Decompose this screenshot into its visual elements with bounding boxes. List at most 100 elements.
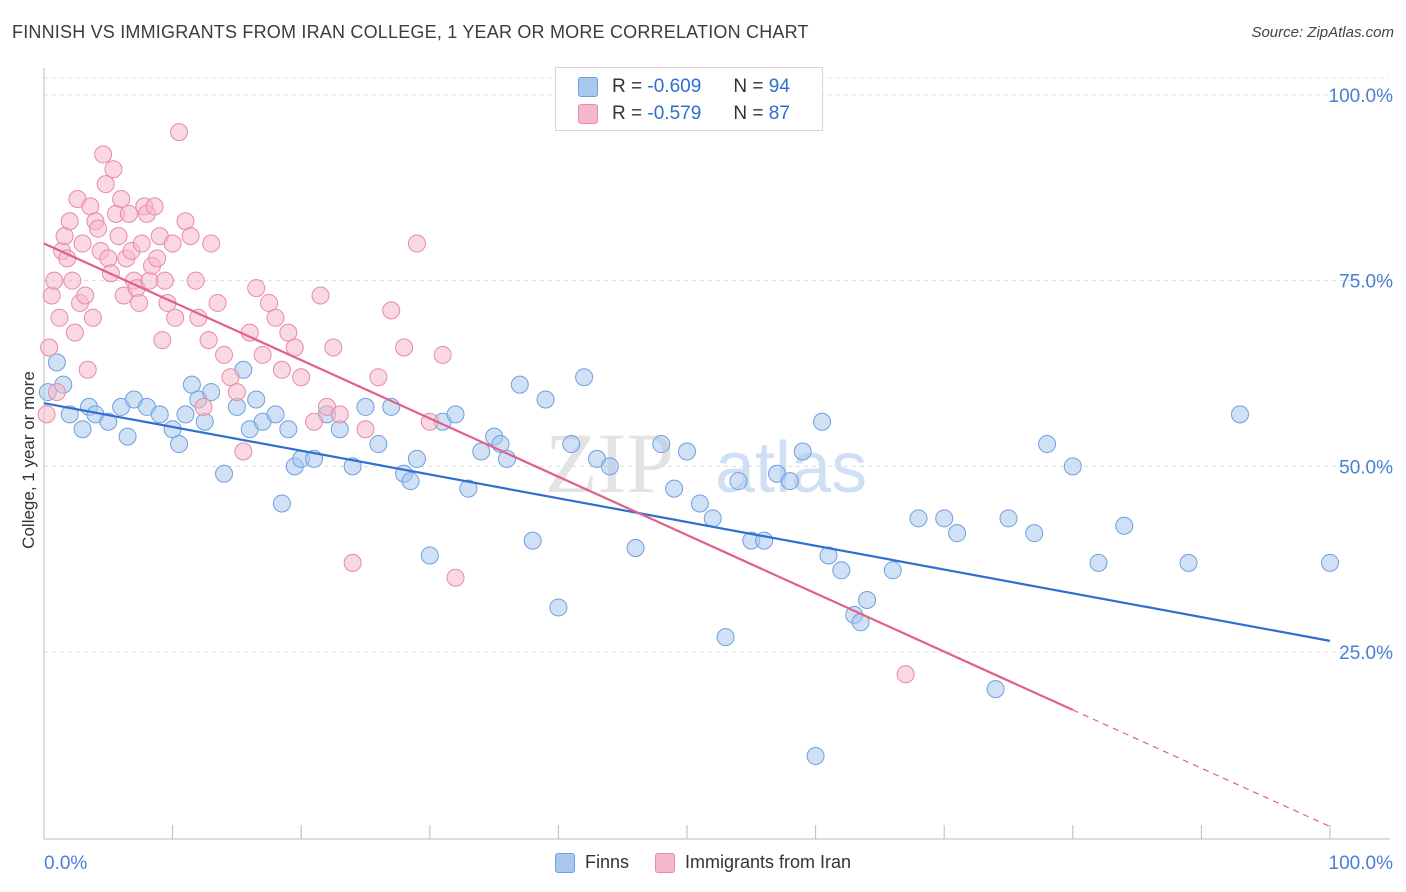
finns-point — [806, 746, 825, 765]
finns-point — [60, 405, 79, 424]
iran-point — [202, 234, 221, 253]
finns-points — [38, 353, 1339, 765]
iran-point — [153, 331, 172, 350]
trend-lines — [43, 242, 1331, 828]
iran-point — [60, 212, 79, 231]
iran-point — [260, 293, 279, 312]
finns-point — [1230, 405, 1249, 424]
iran-point — [199, 331, 218, 350]
iran-point — [47, 383, 66, 402]
x-tick-label: 100.0% — [1329, 853, 1394, 874]
finns-point — [986, 680, 1005, 699]
finns-point — [279, 420, 298, 439]
finns-point — [472, 442, 491, 461]
r-value: -0.579 — [647, 103, 702, 124]
finns-point — [202, 383, 221, 402]
finns-point — [600, 457, 619, 476]
finns-point — [420, 546, 439, 565]
finns-point — [170, 435, 189, 454]
finns-point — [272, 494, 291, 513]
finns-point — [858, 591, 877, 610]
iran-point — [83, 308, 102, 327]
finns-point — [182, 375, 201, 394]
iran-point — [109, 227, 128, 246]
iran-point — [170, 123, 189, 142]
finns-point — [247, 390, 266, 409]
iran-point — [253, 345, 272, 364]
finns-point — [999, 509, 1018, 528]
finns-point — [401, 472, 420, 491]
iran-point — [285, 338, 304, 357]
iran-point — [50, 308, 69, 327]
y-tick-label: 25.0% — [1339, 643, 1393, 664]
y-tick-label: 75.0% — [1339, 272, 1393, 293]
r-label: R = — [612, 76, 643, 97]
iran-point — [215, 345, 234, 364]
finns-point — [703, 509, 722, 528]
finns-point — [549, 598, 568, 617]
finns-point — [832, 561, 851, 580]
n-value: 87 — [768, 103, 790, 124]
chart-source: Source: ZipAtlas.com — [1251, 24, 1394, 41]
finns-point — [716, 628, 735, 647]
finns-point — [99, 412, 118, 431]
n-label: N = — [733, 103, 764, 124]
r-label: R = — [612, 103, 643, 124]
finns-point — [1179, 553, 1198, 572]
series-legend: Finns Immigrants from Iran — [555, 852, 877, 873]
x-tick-label: 0.0% — [44, 853, 87, 874]
finns-point — [665, 479, 684, 498]
iran-point — [73, 234, 92, 253]
finns-point — [1115, 516, 1134, 535]
finns-trend-line — [43, 402, 1331, 642]
legend-item-finns[interactable]: Finns — [555, 852, 629, 873]
finns-point — [266, 405, 285, 424]
finns-point — [407, 449, 426, 468]
stats-row-finns: R = -0.609 N = 94 — [578, 75, 790, 99]
iran-point — [166, 308, 185, 327]
iran-point — [311, 286, 330, 305]
stats-row-iran: R = -0.579 N = 87 — [578, 102, 790, 126]
finns-point — [369, 435, 388, 454]
iran-point — [40, 338, 59, 357]
finns-point — [1063, 457, 1082, 476]
iran-point — [163, 234, 182, 253]
iran-point — [407, 234, 426, 253]
legend-label-finns: Finns — [585, 852, 630, 872]
iran-point — [279, 323, 298, 342]
iran-point — [208, 293, 227, 312]
iran-point — [356, 420, 375, 439]
finns-point — [935, 509, 954, 528]
finns-point — [536, 390, 555, 409]
finns-point — [626, 539, 645, 558]
finns-point — [523, 531, 542, 550]
finns-point — [652, 435, 671, 454]
iran-point — [76, 286, 95, 305]
iran-point — [272, 360, 291, 379]
r-value: -0.609 — [647, 76, 702, 97]
iran-point — [140, 271, 159, 290]
iran-point — [330, 405, 349, 424]
iran-point — [78, 360, 97, 379]
finns-point — [948, 524, 967, 543]
y-axis-label-wrap: College, 1 year or more — [2, 371, 52, 549]
iran-point — [99, 249, 118, 268]
legend-item-iran[interactable]: Immigrants from Iran — [655, 852, 851, 873]
finns-point — [1025, 524, 1044, 543]
tick-labels: 25.0% 50.0% 75.0% 100.0% 0.0% 100.0% — [44, 86, 1393, 874]
iran-points — [37, 123, 915, 684]
finns-point — [909, 509, 928, 528]
iran-swatch — [578, 104, 598, 124]
iran-point — [305, 412, 324, 431]
finns-point — [562, 435, 581, 454]
iran-point — [234, 442, 253, 461]
iran-point — [194, 397, 213, 416]
axes — [43, 68, 1390, 840]
iran-point — [433, 345, 452, 364]
finns-point — [575, 368, 594, 387]
iran-point — [181, 227, 200, 246]
iran-point — [112, 189, 131, 208]
iran-point — [292, 368, 311, 387]
iran-point — [186, 271, 205, 290]
n-label: N = — [733, 76, 764, 97]
